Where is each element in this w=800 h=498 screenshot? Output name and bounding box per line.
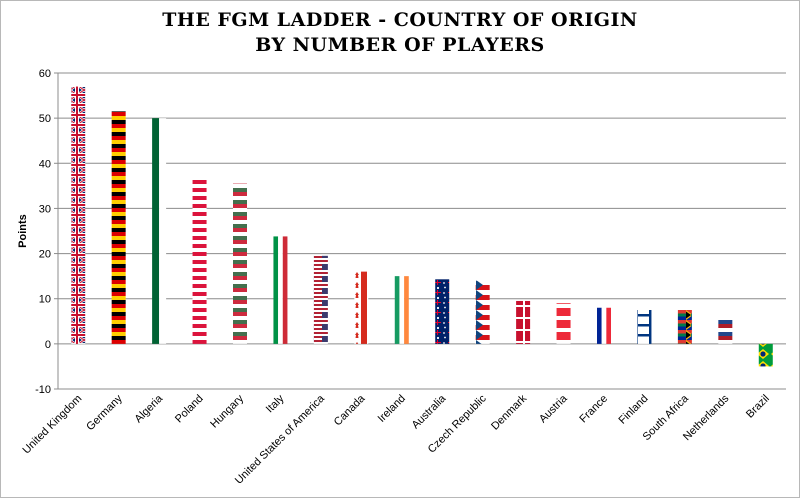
x-tick-label: Brazil — [744, 393, 772, 421]
chart-title-line-1: THE FGM LADDER - COUNTRY OF ORIGIN — [162, 9, 638, 31]
x-tick-label: Austria — [537, 392, 570, 425]
chart-title: THE FGM LADDER - COUNTRY OF ORIGIN BY NU… — [0, 8, 800, 58]
x-tick-label: Poland — [173, 393, 206, 426]
chart-title-line-2: BY NUMBER OF PLAYERS — [255, 34, 545, 56]
bar-finland — [637, 310, 652, 344]
y-tick-label: 30 — [39, 203, 51, 215]
bar-austria — [556, 303, 571, 344]
x-tick-label: Hungary — [208, 392, 246, 430]
x-tick-label: France — [577, 393, 610, 426]
bar-france — [597, 307, 611, 344]
x-tick-label: Germany — [84, 392, 125, 433]
bar-hungary — [233, 183, 247, 344]
bar-czech-republic — [475, 280, 490, 344]
bar-germany — [111, 111, 126, 344]
y-tick-label: 10 — [39, 294, 51, 306]
y-tick-label: 60 — [39, 68, 51, 80]
x-tick-label: Algeria — [133, 392, 166, 425]
x-tick-label: Finland — [617, 393, 651, 427]
bar-canada — [354, 271, 369, 344]
bar-netherlands — [718, 319, 733, 344]
y-tick-label: 20 — [39, 249, 51, 261]
y-tick-label: -10 — [35, 384, 51, 396]
x-tick-label: Denmark — [489, 392, 529, 432]
y-axis-label: Points — [17, 214, 29, 248]
y-axis-ticks: -10 0 10 20 30 40 50 60 — [35, 68, 58, 396]
y-tick-label: 50 — [39, 113, 51, 125]
x-tick-label: Australia — [410, 392, 449, 431]
gridlines — [57, 72, 786, 390]
bar-united-kingdom — [71, 86, 86, 344]
bar-poland — [192, 176, 207, 344]
x-axis-labels: United Kingdom Germany Algeria Poland Hungar… — [21, 392, 772, 487]
bars — [71, 86, 773, 367]
bar-denmark — [516, 300, 531, 344]
x-tick-label: Italy — [264, 392, 287, 415]
y-tick-label: 0 — [45, 339, 51, 351]
bar-italy — [273, 236, 288, 344]
bar-ireland — [394, 276, 409, 344]
bar-united-states-of-america — [313, 255, 328, 344]
bar-algeria — [152, 118, 167, 344]
x-tick-label: United Kingdom — [21, 393, 85, 457]
x-tick-label: Canada — [332, 392, 368, 428]
bar-brazil — [758, 343, 773, 367]
bar-south-africa — [677, 310, 692, 344]
y-tick-label: 40 — [39, 158, 51, 170]
bar-australia — [435, 279, 450, 344]
x-tick-label: Ireland — [376, 393, 408, 425]
